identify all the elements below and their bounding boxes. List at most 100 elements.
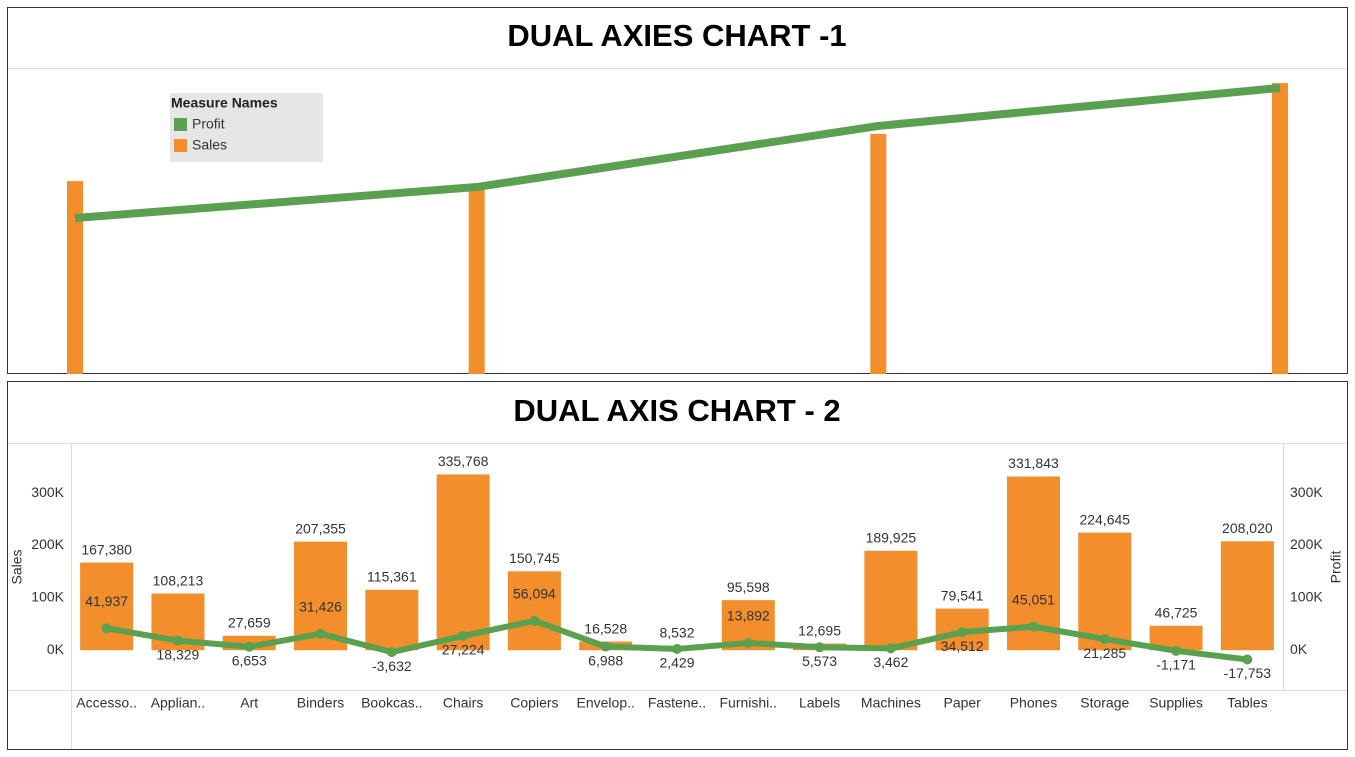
data-label: -3,632 — [372, 658, 412, 674]
data-label: 167,380 — [81, 541, 132, 557]
point — [1242, 654, 1253, 665]
bar — [507, 571, 561, 651]
chart-title: DUAL AXIS CHART - 2 — [513, 393, 840, 428]
point — [885, 643, 896, 654]
y-axis-label: Sales — [9, 549, 25, 584]
data-label: 18,329 — [157, 646, 200, 662]
x-tick-label: Paper — [943, 695, 981, 711]
bar — [1220, 541, 1274, 651]
data-label: 79,541 — [941, 587, 984, 603]
bar — [365, 589, 419, 651]
bar — [67, 181, 83, 374]
data-label: 6,653 — [232, 652, 267, 668]
y2-tick-label: 300K — [1290, 484, 1323, 500]
bar — [1272, 83, 1288, 374]
data-label: 27,224 — [442, 642, 485, 658]
data-label: 41,937 — [85, 593, 128, 609]
data-label: 56,094 — [513, 586, 556, 602]
legend-swatch — [174, 118, 187, 131]
bar — [864, 550, 918, 651]
legend-title: Measure Names — [171, 95, 278, 111]
data-label: 45,051 — [1012, 591, 1055, 607]
y2-tick-label: 0K — [1290, 641, 1308, 657]
data-label: 115,361 — [367, 569, 417, 585]
x-tick-label: Bookcas.. — [361, 695, 422, 711]
x-tick-label: Envelop.. — [577, 695, 635, 711]
x-tick-label: Supplies — [1149, 695, 1203, 711]
x-tick-label: Furnishi.. — [720, 695, 778, 711]
data-label: 27,659 — [228, 614, 271, 630]
bar — [436, 474, 490, 651]
x-tick-label: Art — [240, 695, 258, 711]
point — [244, 641, 255, 652]
data-label: 150,745 — [509, 550, 560, 566]
y-tick-label: 300K — [31, 484, 64, 500]
data-label: 34,512 — [941, 638, 984, 654]
point — [814, 642, 825, 653]
data-label: 31,426 — [299, 598, 342, 614]
point — [743, 637, 754, 648]
data-label: 12,695 — [798, 622, 841, 638]
line — [74, 83, 1281, 223]
data-label: 3,462 — [873, 654, 908, 670]
y-tick-label: 100K — [31, 589, 64, 605]
bar — [870, 133, 887, 374]
x-tick-label: Phones — [1010, 695, 1057, 711]
data-label: 207,355 — [295, 520, 346, 536]
x-tick-label: Tables — [1227, 695, 1267, 711]
legend-box — [170, 93, 323, 162]
point — [600, 641, 611, 652]
point — [1028, 621, 1039, 632]
data-label: 95,598 — [727, 579, 770, 595]
y2-axis-label: Profit — [1328, 551, 1344, 584]
data-label: 2,429 — [659, 655, 694, 671]
data-label: -1,171 — [1156, 657, 1196, 673]
data-label: 8,532 — [659, 624, 694, 640]
x-tick-label: Fastene.. — [648, 695, 706, 711]
legend-swatch — [174, 139, 187, 152]
data-label: 21,285 — [1083, 645, 1126, 661]
data-label: 224,645 — [1079, 511, 1130, 527]
data-label: 16,528 — [584, 620, 627, 636]
legend-label: Profit — [192, 116, 225, 132]
data-label: 6,988 — [588, 652, 623, 668]
point — [957, 627, 968, 638]
x-tick-label: Machines — [861, 695, 921, 711]
x-tick-label: Binders — [297, 695, 344, 711]
x-tick-label: Chairs — [443, 695, 483, 711]
data-label: 335,768 — [438, 453, 489, 469]
panel-1 — [7, 7, 1348, 374]
data-label: 13,892 — [727, 608, 770, 624]
bar — [80, 562, 134, 651]
x-tick-label: Copiers — [510, 695, 558, 711]
data-label: 5,573 — [802, 653, 837, 669]
legend-label: Sales — [192, 137, 227, 153]
data-label: 108,213 — [153, 572, 204, 588]
y-tick-label: 200K — [31, 536, 64, 552]
point — [529, 615, 540, 626]
data-label: -17,753 — [1224, 665, 1272, 681]
data-label: 189,925 — [866, 529, 917, 545]
bar — [468, 189, 485, 374]
point — [1099, 634, 1110, 645]
x-tick-label: Storage — [1080, 695, 1129, 711]
point — [672, 643, 682, 654]
data-label: 208,020 — [1222, 520, 1273, 536]
point — [458, 630, 469, 641]
x-tick-label: Applian.. — [151, 695, 205, 711]
point — [386, 647, 397, 658]
y2-tick-label: 100K — [1290, 589, 1323, 605]
chart-title: DUAL AXIES CHART -1 — [507, 18, 846, 53]
x-tick-label: Accesso.. — [76, 695, 137, 711]
y2-tick-label: 200K — [1290, 536, 1323, 552]
bar — [1078, 532, 1132, 651]
y-tick-label: 0K — [47, 641, 65, 657]
point — [172, 635, 183, 646]
data-label: 331,843 — [1008, 455, 1059, 471]
x-tick-label: Labels — [799, 695, 840, 711]
point — [101, 623, 112, 634]
bar — [1006, 476, 1060, 651]
data-label: 46,725 — [1155, 604, 1198, 620]
point — [315, 628, 326, 639]
